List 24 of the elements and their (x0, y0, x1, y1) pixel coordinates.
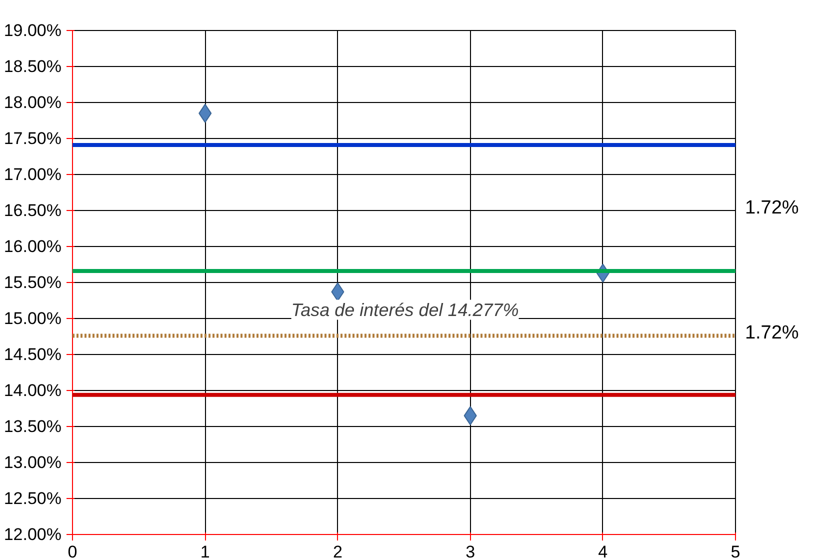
y-tick-label: 19.00% (4, 21, 62, 40)
x-tick-label: 5 (730, 542, 740, 560)
y-tick-label: 14.50% (4, 345, 62, 364)
y-tick-label: 15.00% (4, 309, 62, 328)
y-tick-label: 17.00% (4, 165, 62, 184)
y-tick-label: 18.00% (4, 93, 62, 112)
y-tick-label: 14.00% (4, 381, 62, 400)
x-tick-label: 3 (466, 542, 476, 560)
y-tick-label: 17.50% (4, 129, 62, 148)
x-tick-label: 1 (200, 542, 210, 560)
ref-line-label: Tasa de interés del 14.277% (291, 300, 519, 320)
y-tick-label: 18.50% (4, 57, 62, 76)
y-tick-label: 12.50% (4, 489, 62, 508)
text: 1.72% (744, 197, 799, 218)
y-tick-label: 13.50% (4, 417, 62, 436)
x-tick-label: 0 (68, 542, 78, 560)
y-tick-label: 16.00% (4, 237, 62, 256)
y-tick-label: 12.00% (4, 525, 62, 544)
x-tick-label: 4 (598, 542, 608, 560)
x-tick-label: 2 (332, 542, 342, 560)
text: 1.72% (744, 322, 799, 344)
y-tick-label: 16.50% (4, 201, 62, 220)
y-tick-label: 15.50% (4, 273, 62, 292)
y-tick-label: 13.00% (4, 453, 62, 472)
